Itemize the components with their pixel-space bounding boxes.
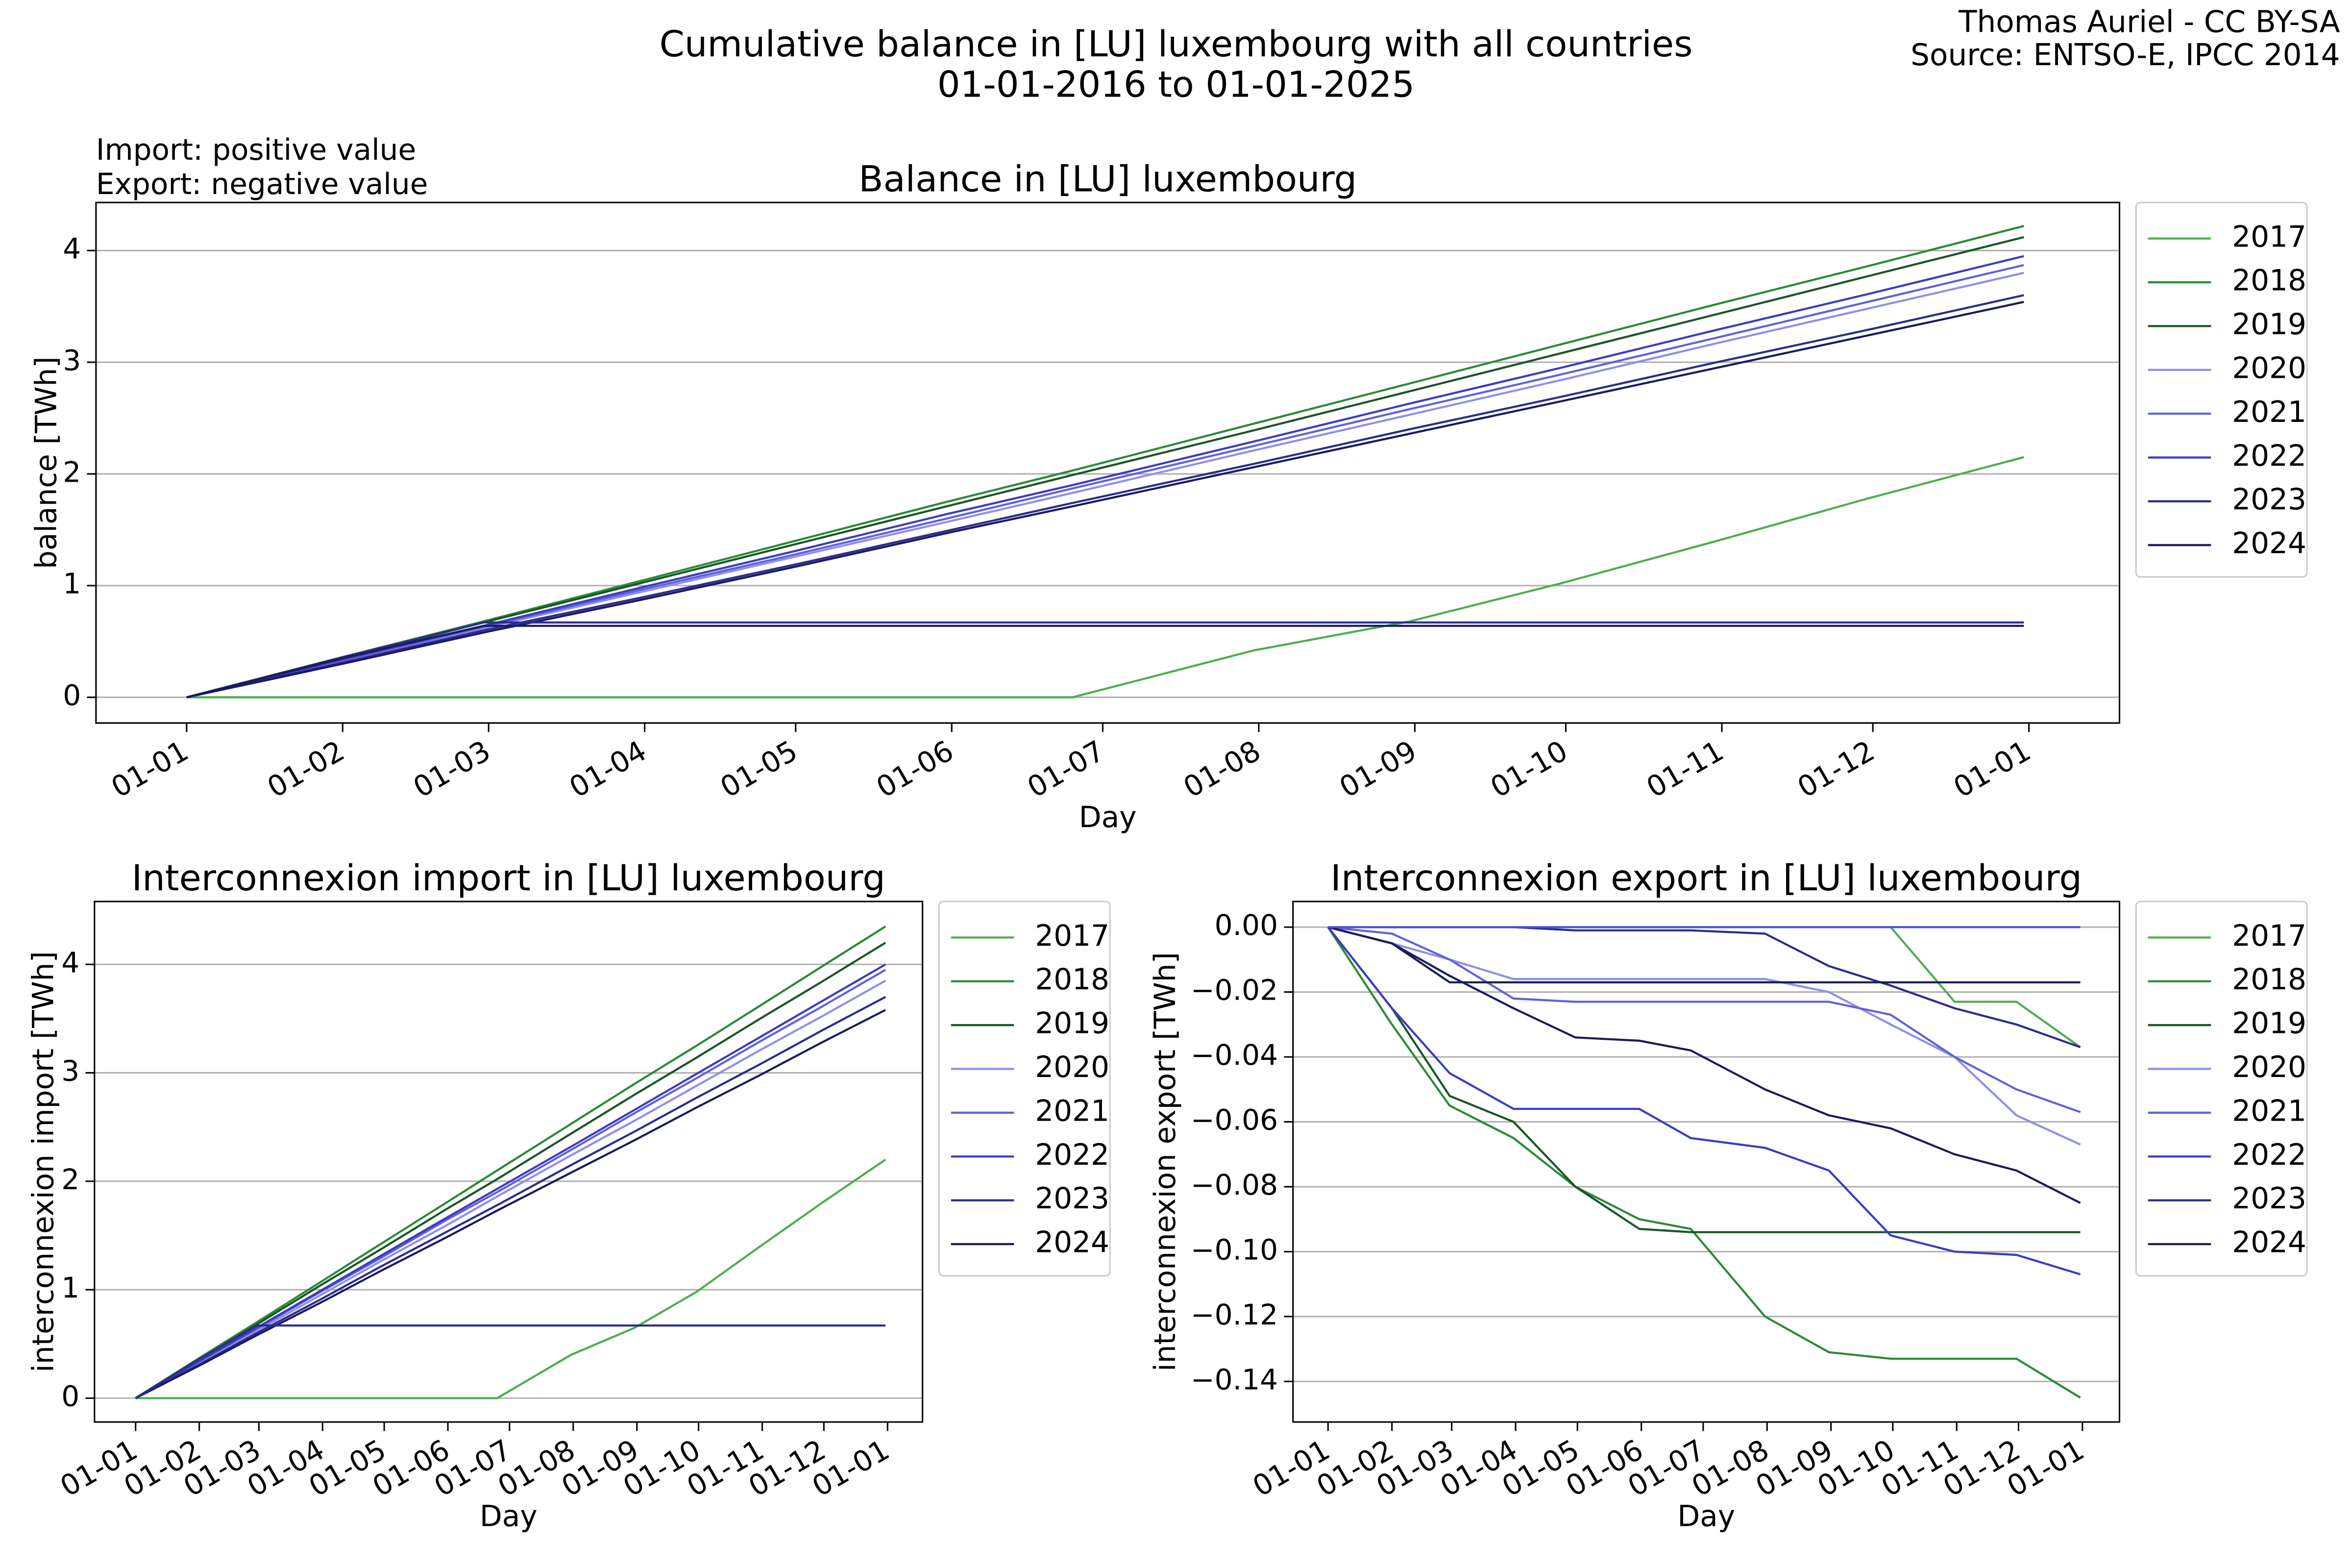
axes-frame [1292,901,2121,1423]
note: Export: negative value [96,168,428,201]
series-line [186,456,2024,699]
y-tick-label: −0.14 [1191,1363,1278,1396]
series-line [186,625,2024,699]
y-tick-label: 3 [63,343,81,377]
series-line [135,996,886,1399]
series-line [1327,926,2081,1204]
legend-label: 2024 [1035,1226,1109,1260]
series-line [135,1324,886,1399]
plot-area [94,901,923,1422]
legend-label: 2022 [1035,1138,1109,1172]
legend-label: 2019 [2232,1007,2306,1041]
credit: Source: ENTSO-E, IPCC 2014 [1911,38,2340,73]
legend-label: 2017 [2232,220,2306,254]
series-line [135,963,886,1399]
x-axis-label: Day [1079,801,1137,834]
y-tick-label: 4 [63,232,81,265]
y-tick-label: −0.08 [1191,1168,1278,1201]
y-tick-label: 1 [61,1271,79,1304]
legend-label: 2024 [2232,527,2306,561]
legend-box [2135,901,2308,1277]
y-tick-label: 2 [63,455,81,489]
series-line [186,294,2024,699]
chart-title: Balance in [LU] luxembourg [858,158,1357,200]
figure-title: Cumulative balance in [LU] luxembourg wi… [660,24,1693,65]
series-line [1327,926,2081,1233]
legend-label: 2017 [1035,919,1109,953]
x-axis-label: Day [1677,1500,1735,1534]
y-axis-label: interconnexion import [TWh] [26,951,60,1372]
series-line [186,621,2024,699]
series-line [186,301,2024,699]
y-tick-label: 0 [63,679,81,712]
y-tick-label: −0.04 [1191,1038,1278,1072]
legend-label: 2019 [1035,1007,1109,1041]
series-line [135,980,886,1399]
series-line [1328,926,2081,1113]
chart-title: Interconnexion export in [LU] luxembourg [1330,858,2082,899]
series-line [1327,926,2081,1399]
legend-label: 2020 [2232,351,2306,385]
y-tick-label: 4 [61,946,79,979]
series-line [186,271,2024,699]
y-tick-label: 0 [61,1379,79,1413]
legend-box [2135,201,2308,578]
y-tick-label: −0.10 [1191,1233,1278,1266]
y-tick-label: 3 [61,1054,79,1088]
legend-label: 2024 [2232,1226,2306,1260]
y-axis-label: interconnexion export [TWh] [1149,952,1182,1372]
legend-box [938,901,1111,1277]
series-line [135,1009,886,1399]
y-axis-label: balance [TWh] [30,356,64,569]
legend-label: 2023 [1035,1182,1109,1216]
legend-label: 2021 [2232,1094,2306,1128]
axes-frame [94,901,924,1423]
y-tick-label: −0.12 [1191,1298,1278,1331]
series-line [186,225,2024,699]
axes-frame [95,201,2121,724]
legend-label: 2021 [2232,395,2306,429]
y-tick-label: −0.02 [1191,974,1278,1007]
x-axis-label: Day [480,1500,538,1534]
series-line [135,942,886,1399]
legend-label: 2018 [1035,963,1109,997]
legend-label: 2020 [2232,1051,2306,1084]
legend-label: 2020 [1035,1051,1109,1084]
legend-label: 2017 [2232,919,2306,953]
series-line [186,264,2024,699]
credit: Thomas Auriel - CC BY-SA [1958,5,2340,40]
legend-label: 2018 [2232,963,2306,997]
series-line [1327,926,2081,983]
series-line [135,925,886,1399]
legend-label: 2023 [2232,1182,2306,1216]
legend-label: 2023 [2232,483,2306,517]
legend-label: 2021 [1035,1094,1109,1128]
legend-label: 2022 [2232,1138,2306,1172]
legend-label: 2019 [2232,308,2306,342]
y-tick-label: 1 [63,567,81,600]
chart-title: Interconnexion import in [LU] luxembourg [132,858,885,899]
y-tick-label: −0.06 [1191,1103,1278,1137]
y-tick-label: 0.00 [1215,908,1278,942]
legend-label: 2022 [2232,439,2306,473]
note: Import: positive value [96,133,416,167]
series-line [135,1158,886,1399]
series-line [1327,926,2081,1275]
figure-subtitle: 01-01-2016 to 01-01-2025 [937,64,1415,106]
y-tick-label: 2 [61,1163,79,1196]
legend-label: 2018 [2232,264,2306,298]
